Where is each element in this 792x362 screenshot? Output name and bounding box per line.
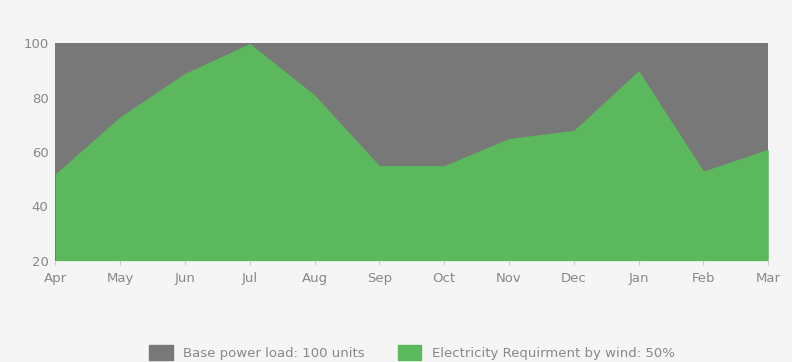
- Legend: Base power load: 100 units, Electricity Requirment by wind: 50%: Base power load: 100 units, Electricity …: [143, 338, 681, 362]
